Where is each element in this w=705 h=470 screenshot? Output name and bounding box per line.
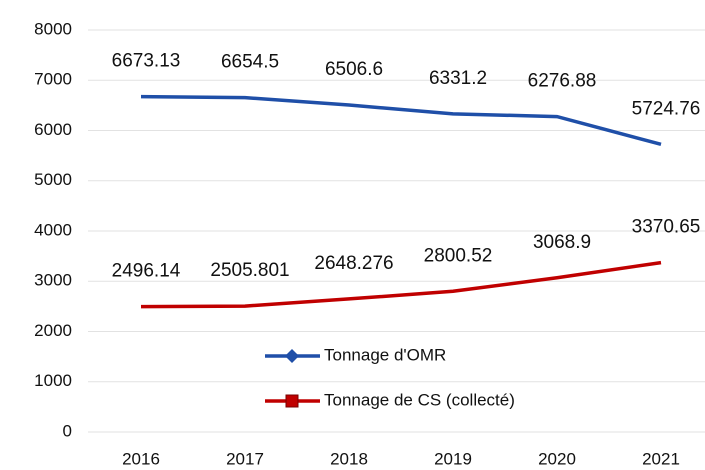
x-tick-label: 2016 — [122, 449, 160, 468]
data-label: 6276.88 — [528, 71, 597, 92]
series-line — [140, 94, 662, 147]
y-tick-label: 5000 — [34, 170, 72, 189]
legend-label: Tonnage d'OMR — [324, 345, 446, 364]
x-tick-label: 2021 — [642, 449, 680, 468]
x-tick-label: 2020 — [538, 449, 576, 468]
legend-label: Tonnage de CS (collecté) — [324, 390, 515, 409]
data-label: 2800.52 — [424, 245, 493, 266]
data-label: 6673.13 — [112, 51, 181, 72]
y-tick-label: 8000 — [34, 19, 72, 38]
y-tick-label: 2000 — [34, 321, 72, 340]
y-tick-label: 0 — [63, 421, 72, 440]
data-label: 5724.76 — [632, 98, 701, 119]
data-label: 3068.9 — [533, 232, 591, 253]
series-line — [140, 260, 662, 309]
y-tick-label: 7000 — [34, 70, 72, 89]
data-label: 2505.801 — [210, 260, 289, 281]
y-tick-label: 4000 — [34, 220, 72, 239]
y-tick-label: 3000 — [34, 271, 72, 290]
legend-marker — [285, 394, 299, 408]
data-label: 3370.65 — [632, 217, 701, 238]
data-label: 6654.5 — [221, 52, 279, 73]
x-tick-label: 2017 — [226, 449, 264, 468]
y-tick-label: 1000 — [34, 371, 72, 390]
y-tick-label: 6000 — [34, 120, 72, 139]
x-tick-label: 2018 — [330, 449, 368, 468]
data-label: 6506.6 — [325, 59, 383, 80]
x-tick-label: 2019 — [434, 449, 472, 468]
data-label: 2648.276 — [314, 253, 393, 274]
data-label: 2496.14 — [112, 261, 181, 282]
legend-marker — [285, 349, 299, 363]
data-label: 6331.2 — [429, 68, 487, 89]
